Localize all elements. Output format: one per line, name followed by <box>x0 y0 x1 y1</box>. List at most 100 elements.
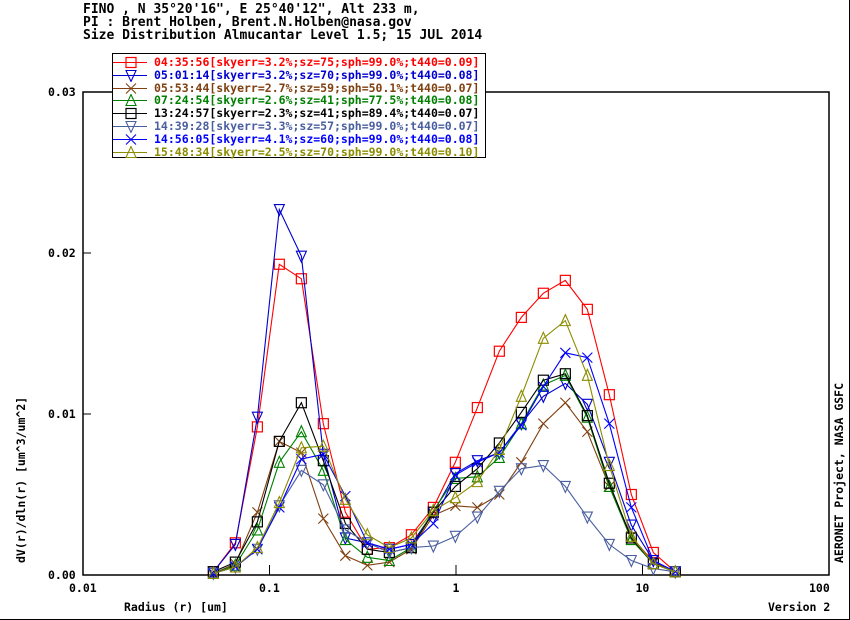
series-line <box>212 207 676 573</box>
data-point <box>251 421 263 433</box>
data-point <box>361 527 374 541</box>
legend-item: 15:48:34[skyerr=2.5%;sz=70;sph=99.0%;t44… <box>113 145 485 159</box>
data-point <box>405 530 418 544</box>
data-point <box>471 456 483 468</box>
data-point <box>581 410 593 422</box>
data-point <box>361 549 374 563</box>
triangle-up-marker <box>125 145 137 158</box>
y-tick-label: 0.01 <box>48 407 76 421</box>
data-point <box>515 419 527 431</box>
legend: 04:35:56[skyerr=3.2%;sz=75;sph=99.0%;t44… <box>112 53 486 158</box>
data-point <box>273 203 286 217</box>
data-point <box>471 501 483 513</box>
data-point <box>427 503 440 517</box>
series-line <box>213 352 676 574</box>
y-tick-label: 0.00 <box>48 568 76 582</box>
data-point <box>493 450 506 464</box>
triangle-down-marker <box>125 69 137 82</box>
x-tick-label: 100 <box>809 581 830 595</box>
data-point <box>581 368 594 381</box>
data-point <box>493 442 506 455</box>
data-point <box>625 501 637 513</box>
data-point <box>449 530 462 544</box>
data-point <box>427 540 440 554</box>
data-point <box>339 532 352 546</box>
data-point <box>339 550 351 562</box>
x-marker <box>125 133 137 145</box>
data-point <box>317 438 330 452</box>
data-point <box>515 406 527 418</box>
data-point <box>471 511 484 525</box>
series-1 <box>207 203 682 580</box>
data-point <box>317 463 330 476</box>
data-point <box>559 480 572 494</box>
credit-label: AERONET Project, NASA GSFC <box>832 382 846 563</box>
data-point <box>273 454 286 468</box>
data-point <box>295 397 307 409</box>
data-point <box>251 516 263 528</box>
legend-item: 07:24:54[skyerr=2.6%;sz=41;sph=77.5%;t44… <box>113 94 485 107</box>
x-tick-label: 0.1 <box>259 581 280 595</box>
version-label: Version 2 <box>768 600 831 614</box>
data-point <box>625 529 638 542</box>
data-point <box>581 398 594 412</box>
series-0 <box>207 258 681 578</box>
data-point <box>339 517 351 530</box>
data-point <box>559 274 571 286</box>
data-point <box>317 479 330 493</box>
data-point <box>537 418 549 430</box>
data-point <box>361 543 373 555</box>
series-6 <box>207 347 681 579</box>
data-point <box>317 513 329 525</box>
legend-label: 04:35:56[skyerr=3.2%;sz=75;sph=99.0%;t44… <box>154 55 480 69</box>
data-point <box>295 464 308 478</box>
data-point <box>295 440 308 454</box>
data-point <box>625 532 637 544</box>
data-point <box>339 524 352 538</box>
data-point <box>493 447 505 459</box>
data-point <box>537 459 550 473</box>
triangle-up-marker <box>125 94 137 107</box>
data-point <box>427 518 439 529</box>
data-point <box>559 347 571 359</box>
legend-item: 14:56:05[skyerr=4.1%;sz=60;sph=99.0%;t44… <box>113 132 485 146</box>
data-point <box>603 456 616 470</box>
x-tick-label: 1 <box>452 581 460 595</box>
triangle-down-icon <box>113 69 147 82</box>
x-icon <box>113 133 147 145</box>
data-point <box>669 566 681 578</box>
data-point <box>581 352 593 364</box>
data-point <box>339 506 351 518</box>
data-point <box>449 456 461 468</box>
square-marker <box>125 108 137 120</box>
data-point <box>625 554 638 568</box>
square-marker <box>125 56 137 69</box>
data-point <box>581 511 594 525</box>
data-point <box>537 287 549 299</box>
data-point <box>273 495 286 509</box>
data-point <box>383 540 396 554</box>
series-line <box>213 319 676 574</box>
data-point <box>537 390 550 404</box>
data-point <box>229 538 242 552</box>
data-point <box>537 331 550 344</box>
data-point <box>449 490 462 504</box>
data-point <box>537 374 549 386</box>
data-point <box>559 397 571 409</box>
legend-item: 05:01:14[skyerr=3.2%;sz=70;sph=99.0%;t44… <box>113 68 485 82</box>
legend-label: 07:24:54[skyerr=2.6%;sz=41;sph=77.5%;t44… <box>154 93 480 108</box>
data-point <box>581 303 593 315</box>
data-point <box>273 435 285 447</box>
data-point <box>471 463 483 475</box>
data-point <box>625 488 637 501</box>
legend-label: 05:53:44[skyerr=2.7%;sz=59;sph=50.1%;t44… <box>154 80 480 95</box>
chart-title: Size Distribution Almucantar Level 1.5; … <box>83 28 483 43</box>
data-point <box>581 409 594 423</box>
series-7 <box>207 313 682 579</box>
legend-label: 14:39:28[skyerr=3.3%;sz=57;sph=99.0%;t44… <box>154 119 480 133</box>
data-point <box>383 553 396 567</box>
data-point <box>339 492 352 505</box>
square-icon <box>113 108 147 120</box>
data-point <box>449 469 461 481</box>
data-point <box>515 388 528 402</box>
